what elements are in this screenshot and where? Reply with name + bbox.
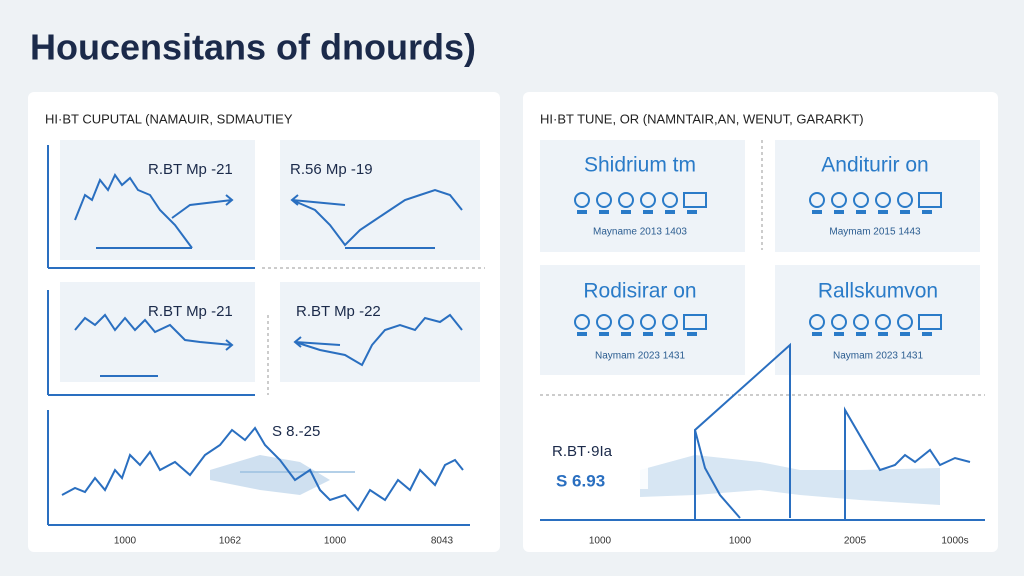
- tile-subtitle: Maymam 2015 1443: [829, 227, 921, 238]
- sparkline: [74, 173, 193, 249]
- icon: [834, 210, 844, 214]
- panel-header: HI·BT TUNE, OR (NAMNTAIR,AN, WENUT, GARA…: [540, 111, 864, 126]
- icon: [922, 332, 932, 336]
- icon: [577, 332, 587, 336]
- icon: [577, 210, 587, 214]
- tile: [775, 265, 980, 375]
- icon: [687, 210, 697, 214]
- icon: [643, 210, 653, 214]
- trend-line: [694, 342, 971, 520]
- icon: [918, 192, 942, 208]
- icon: [918, 314, 942, 330]
- x-label: 1000: [729, 536, 752, 547]
- card: [280, 140, 480, 260]
- icon: [853, 192, 869, 208]
- icon: [640, 314, 656, 330]
- icon: [574, 314, 590, 330]
- icon: [812, 332, 822, 336]
- chart-label: R.BT·9Ia: [552, 443, 613, 460]
- icon: [596, 192, 612, 208]
- icon: [662, 314, 678, 330]
- icon: [856, 332, 866, 336]
- panel-header: HI·BT CUPUTAL (NAMAUIR, SDMAUTIEY: [45, 111, 293, 126]
- icon: [640, 192, 656, 208]
- sparkline: [61, 426, 464, 512]
- icon: [618, 192, 634, 208]
- arrow: [171, 194, 234, 219]
- tile-title: Shidrium tm: [584, 154, 696, 177]
- icon: [900, 210, 910, 214]
- card-label: R.BT Mp -21: [148, 303, 233, 320]
- card-label: R.BT Mp -21: [148, 161, 233, 178]
- icon: [618, 314, 634, 330]
- tile-title: Rodisirar on: [583, 280, 696, 303]
- icon-rows: [574, 192, 942, 336]
- icon: [687, 332, 697, 336]
- icon: [834, 332, 844, 336]
- label-box: [548, 437, 648, 489]
- icon: [683, 192, 707, 208]
- card: [280, 282, 480, 382]
- x-label: 8043: [431, 536, 454, 547]
- icon: [643, 332, 653, 336]
- icon: [596, 314, 612, 330]
- tile-subtitle: Naymam 2023 1431: [595, 351, 685, 362]
- x-label: 1062: [219, 536, 242, 547]
- icon: [878, 210, 888, 214]
- arrow: [225, 339, 234, 351]
- band: [210, 455, 330, 495]
- chart-label: S 8.-25: [272, 423, 320, 440]
- tile-subtitle: Naymam 2023 1431: [833, 351, 923, 362]
- icon: [621, 332, 631, 336]
- tile-subtitle: Mayname 2013 1403: [593, 227, 687, 238]
- card: [60, 282, 255, 382]
- icon: [831, 192, 847, 208]
- sparkline: [74, 313, 233, 346]
- icon: [809, 314, 825, 330]
- icon: [599, 332, 609, 336]
- icon: [812, 210, 822, 214]
- icon: [599, 210, 609, 214]
- icon: [665, 210, 675, 214]
- icon: [856, 210, 866, 214]
- value-label: S 6.93: [556, 471, 605, 490]
- icon: [897, 192, 913, 208]
- sparkline: [291, 188, 463, 247]
- icon: [809, 192, 825, 208]
- icon: [831, 314, 847, 330]
- arrow: [290, 194, 346, 206]
- card-label: R.BT Mp -22: [296, 303, 381, 320]
- icon: [900, 332, 910, 336]
- x-label: 1000s: [941, 536, 968, 547]
- icon: [683, 314, 707, 330]
- icon: [662, 192, 678, 208]
- sparkline: [294, 313, 463, 367]
- icon: [665, 332, 675, 336]
- icon: [897, 314, 913, 330]
- icon: [878, 332, 888, 336]
- x-label: 2005: [844, 536, 867, 547]
- x-label: 1000: [324, 536, 347, 547]
- tile-title: Rallskumvon: [818, 280, 938, 303]
- x-label: 1000: [589, 536, 612, 547]
- icon: [853, 314, 869, 330]
- x-label: 1000: [114, 536, 137, 547]
- icon: [621, 210, 631, 214]
- icon: [922, 210, 932, 214]
- icon: [574, 192, 590, 208]
- page-title: Houcensitans of dnourds): [30, 27, 476, 68]
- icon: [875, 192, 891, 208]
- tile-title: Anditurir on: [821, 154, 928, 177]
- arrow: [293, 336, 341, 348]
- icon: [875, 314, 891, 330]
- tile: [540, 265, 745, 375]
- card-label: R.56 Mp -19: [290, 161, 373, 178]
